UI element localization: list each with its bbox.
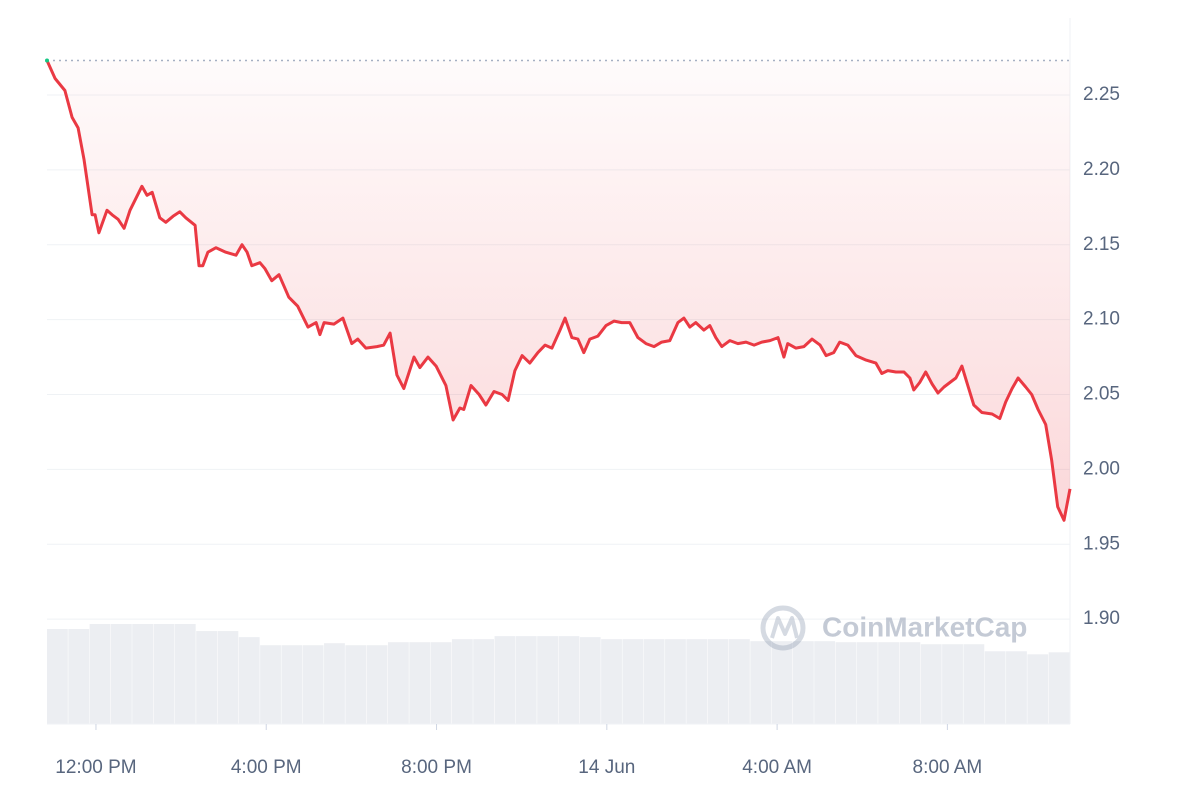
volume-bar [792,641,814,724]
area-fill [47,60,1070,521]
y-tick-label: 2.20 [1083,159,1120,180]
y-tick-label: 1.95 [1083,533,1120,554]
volume-bar [217,631,239,724]
x-tick-label: 4:00 AM [742,757,812,778]
volume-bar [515,636,537,724]
volume-bar [196,631,217,724]
volume-bar [878,642,899,724]
volume-bar [942,644,963,724]
volume-bar [665,639,686,724]
volume-bar [174,624,196,724]
volume-bar [1048,652,1070,724]
volume-bar [686,639,708,724]
x-tick-label: 8:00 PM [401,757,472,778]
plot [45,18,1072,730]
volume-bar [601,639,622,724]
x-tick-label: 8:00 AM [913,757,983,778]
watermark: CoinMarketCap [822,611,1027,642]
volume-bar [579,637,601,724]
volume-bar [622,639,644,724]
volume-bar [47,629,68,724]
y-tick-label: 2.00 [1083,458,1120,479]
volume-bar [856,642,878,724]
volume-bar [750,641,772,724]
y-tick-label: 2.15 [1083,234,1120,255]
volume-bar [366,645,388,724]
y-tick-label: 2.05 [1083,384,1120,405]
volume-bar [537,636,558,724]
open-point [45,58,49,63]
volume-bar [771,641,793,724]
volume-bar [345,645,367,724]
volume-bar [238,637,260,724]
y-tick-label: 1.90 [1083,608,1120,629]
volume-bar [707,639,729,724]
volume-bar [281,645,303,724]
volume-bar [494,636,516,724]
volume-bar [260,645,281,724]
volume-bar [558,636,580,724]
volume-bar [409,642,431,724]
y-tick-label: 2.25 [1083,84,1120,105]
volume-bar [473,639,495,724]
volume-bar [110,624,132,724]
volume-bar [729,639,750,724]
volume-bar [68,629,90,724]
volume-bar [302,645,324,724]
volume-bar [643,639,665,724]
volume-bar [388,642,409,724]
volume-bar [1027,654,1049,724]
volume-bar [153,624,175,724]
volume-bar [89,624,111,724]
volume-bar [132,624,154,724]
volume-bar [451,639,473,724]
volume-bar [963,644,985,724]
x-tick-label: 4:00 PM [231,757,302,778]
x-tick-label: 12:00 PM [55,757,136,778]
price-line [45,59,1072,522]
volume-bar [430,642,452,724]
volume-bar [1006,651,1027,724]
y-tick-label: 2.10 [1083,309,1120,330]
volume-bar [324,643,345,724]
x-tick-label: 14 Jun [578,757,635,778]
volume-bar [835,642,857,724]
volume-bar [899,642,921,724]
volume-bar [920,644,942,724]
volume-bar [984,651,1006,724]
watermark-logo [760,605,806,651]
volume-bar [814,641,836,724]
